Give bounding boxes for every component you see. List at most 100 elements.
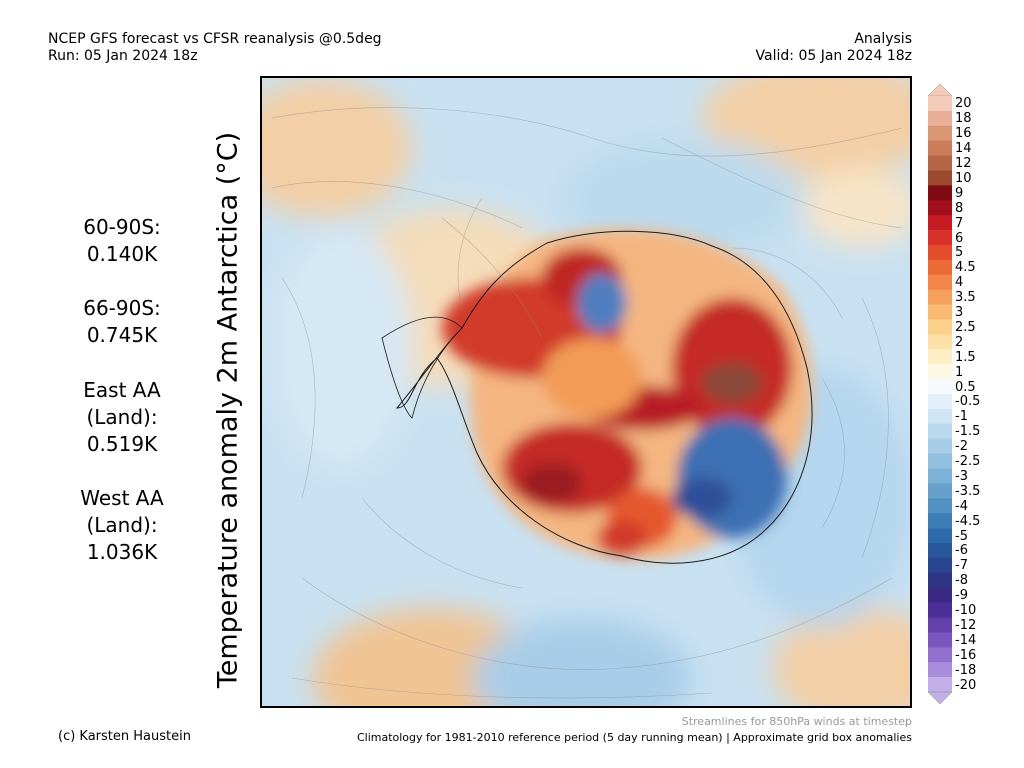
colorbar-swatch (928, 170, 952, 186)
streamline-note: Streamlines for 850hPa winds at timestep (681, 715, 912, 728)
colorbar-tick-label: -9 (955, 588, 968, 604)
colorbar-tick-label: 12 (955, 156, 972, 172)
colorbar-swatch (928, 617, 952, 633)
colorbar-swatch (928, 498, 952, 514)
colorbar-swatch (928, 543, 952, 559)
colorbar-swatch (928, 289, 952, 305)
stat-60-90s: 60-90S: 0.140K (62, 214, 182, 268)
colorbar-tick-label: -3 (955, 468, 968, 484)
credit: (c) Karsten Haustein (58, 729, 191, 744)
colorbar-swatch (928, 274, 952, 290)
colorbar-tick-label: 4.5 (955, 260, 976, 276)
colorbar-swatch (928, 304, 952, 320)
colorbar-extend-top (927, 83, 953, 97)
stat-label: East AA (83, 378, 161, 402)
colorbar-tick-label: -5 (955, 528, 968, 544)
colorbar-swatch (928, 379, 952, 395)
stat-west-aa: West AA (Land): 1.036K (62, 485, 182, 566)
colorbar-tick-label: -6 (955, 543, 968, 559)
colorbar-tick-label: 7 (955, 215, 964, 231)
anomaly-map-svg (262, 78, 910, 706)
stat-value: 0.519K (86, 432, 158, 456)
colorbar-swatch (928, 215, 952, 231)
colorbar-swatch (928, 647, 952, 663)
colorbar-tick-label: 2 (955, 334, 964, 350)
colorbar-tick-label: -2 (955, 439, 968, 455)
colorbar-swatch (928, 394, 952, 410)
colorbar-tick-label: -8 (955, 573, 968, 589)
colorbar-tick-label: 0.5 (955, 379, 976, 395)
colorbar-swatch (928, 230, 952, 246)
colorbar-tick-label: 3.5 (955, 290, 976, 306)
colorbar-tick-label: -4 (955, 498, 968, 514)
colorbar-tick-label: 5 (955, 245, 964, 261)
chart-title: NCEP GFS forecast vs CFSR reanalysis @0.… (48, 31, 382, 47)
colorbar-swatch (928, 125, 952, 141)
colorbar-swatch (928, 140, 952, 156)
streamlines (271, 107, 903, 699)
colorbar-swatch (928, 319, 952, 335)
colorbar-tick-label: 3 (955, 305, 964, 321)
colorbar-tick-label: -1.5 (955, 424, 981, 440)
stat-label: (Land): (86, 405, 158, 429)
stat-label: 60-90S: (83, 215, 161, 239)
run-time: Run: 05 Jan 2024 18z (48, 48, 198, 64)
stat-label: (Land): (86, 513, 158, 537)
colorbar-swatch (928, 468, 952, 484)
stat-east-aa: East AA (Land): 0.519K (62, 377, 182, 458)
stat-label: 66-90S: (83, 296, 161, 320)
colorbar-swatch (928, 259, 952, 276)
colorbar-swatch (928, 96, 952, 112)
antarctic-coastline (395, 230, 813, 564)
colorbar-tick-label: 1.5 (955, 349, 976, 365)
map-axis-title-text: Temperature anomaly 2m Antarctica (°C) (212, 131, 244, 689)
colorbar-swatch (928, 513, 952, 529)
colorbar-swatch (928, 662, 952, 678)
colorbar-tick-label: 4 (955, 275, 964, 291)
colorbar (927, 83, 953, 705)
colorbar-swatch (928, 334, 952, 350)
colorbar-tick-label: 1 (955, 364, 964, 380)
colorbar-tick-label: -10 (955, 603, 977, 619)
colorbar-tick-label: 10 (955, 170, 972, 186)
colorbar-tick-label: -3.5 (955, 483, 981, 499)
colorbar-tick-label: 8 (955, 200, 964, 216)
colorbar-tick-label: 16 (955, 126, 972, 142)
colorbar-swatch (928, 364, 952, 380)
colorbar-tick-label: -14 (955, 632, 977, 648)
stat-value: 1.036K (86, 540, 158, 564)
climatology-note: Climatology for 1981-2010 reference peri… (356, 731, 912, 744)
stat-value: 0.140K (86, 242, 158, 266)
colorbar-swatch (928, 587, 952, 603)
colorbar-tick-label: -7 (955, 558, 968, 574)
colorbar-swatch (928, 453, 952, 469)
colorbar-svg (927, 83, 953, 705)
colorbar-swatch (928, 110, 952, 127)
colorbar-swatch (928, 155, 952, 171)
colorbar-swatch (928, 632, 952, 648)
colorbar-swatch (928, 572, 952, 588)
colorbar-tick-label: 14 (955, 141, 972, 157)
colorbar-swatch (928, 602, 952, 618)
anomaly-map (260, 76, 912, 708)
colorbar-tick-label: -12 (955, 617, 977, 633)
colorbar-swatch (928, 423, 952, 439)
colorbar-swatch (928, 408, 952, 425)
colorbar-swatch (928, 245, 952, 261)
colorbar-tick-label: 9 (955, 185, 964, 201)
colorbar-tick-label: -2.5 (955, 454, 981, 470)
colorbar-swatch (928, 185, 952, 201)
peninsula-coastline (381, 316, 463, 419)
colorbar-swatch (928, 557, 952, 574)
colorbar-swatch (928, 528, 952, 544)
colorbar-extend-bottom (927, 691, 953, 705)
colorbar-tick-label: -0.5 (955, 394, 981, 410)
colorbar-swatch (928, 483, 952, 499)
stat-66-90s: 66-90S: 0.745K (62, 295, 182, 349)
colorbar-tick-label: -18 (955, 662, 977, 678)
colorbar-tick-label: -20 (955, 677, 977, 693)
colorbar-tick-label: -4.5 (955, 513, 981, 529)
colorbar-swatch (928, 349, 952, 365)
colorbar-tick-label: 20 (955, 96, 972, 112)
colorbar-tick-label: -16 (955, 647, 977, 663)
